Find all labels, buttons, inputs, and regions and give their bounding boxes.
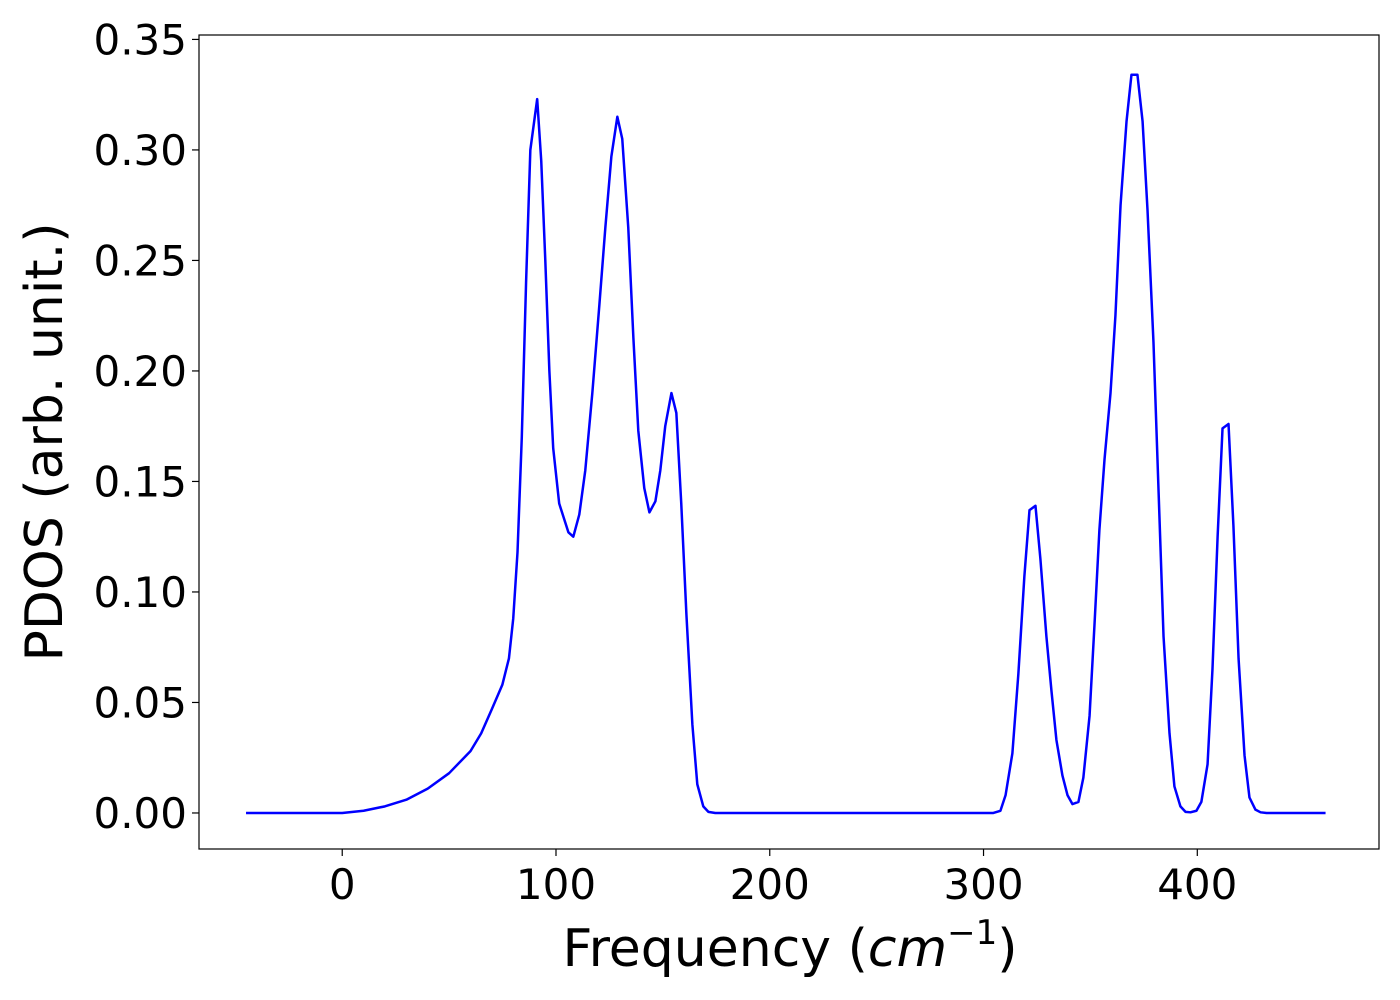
y-axis-label: PDOS (arb. unit.) [15,222,75,661]
x-tick-label: 300 [943,860,1023,909]
y-tick-label: 0.15 [93,457,187,506]
y-tick-label: 0.00 [93,789,187,838]
x-axis-label: Frequency (cm−1) [562,913,1017,979]
data-line [246,73,1326,815]
x-label-close: ) [997,919,1017,979]
x-label-exponent: −1 [947,913,997,953]
x-tick-label: 100 [516,860,596,909]
y-tick-label: 0.05 [93,678,187,727]
plot-frame [198,34,1380,850]
x-label-text: Frequency ( [562,919,867,979]
y-tick-label: 0.20 [93,347,187,396]
y-tick-label: 0.10 [93,568,187,617]
y-tick-label: 0.35 [93,15,187,64]
x-label-unit: cm [868,919,947,979]
y-tick-label: 0.30 [93,126,187,175]
y-tick-label: 0.25 [93,236,187,285]
x-tick-label: 400 [1157,860,1237,909]
x-tick-label: 200 [730,860,810,909]
x-tick-label: 0 [329,860,356,909]
